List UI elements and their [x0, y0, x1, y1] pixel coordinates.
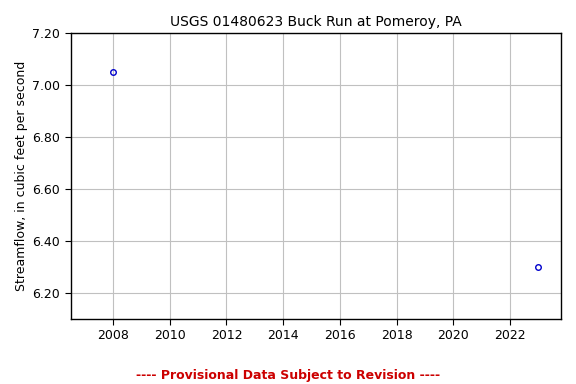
Text: ---- Provisional Data Subject to Revision ----: ---- Provisional Data Subject to Revisio…	[136, 369, 440, 382]
Y-axis label: Streamflow, in cubic feet per second: Streamflow, in cubic feet per second	[15, 61, 28, 291]
Title: USGS 01480623 Buck Run at Pomeroy, PA: USGS 01480623 Buck Run at Pomeroy, PA	[170, 15, 462, 29]
